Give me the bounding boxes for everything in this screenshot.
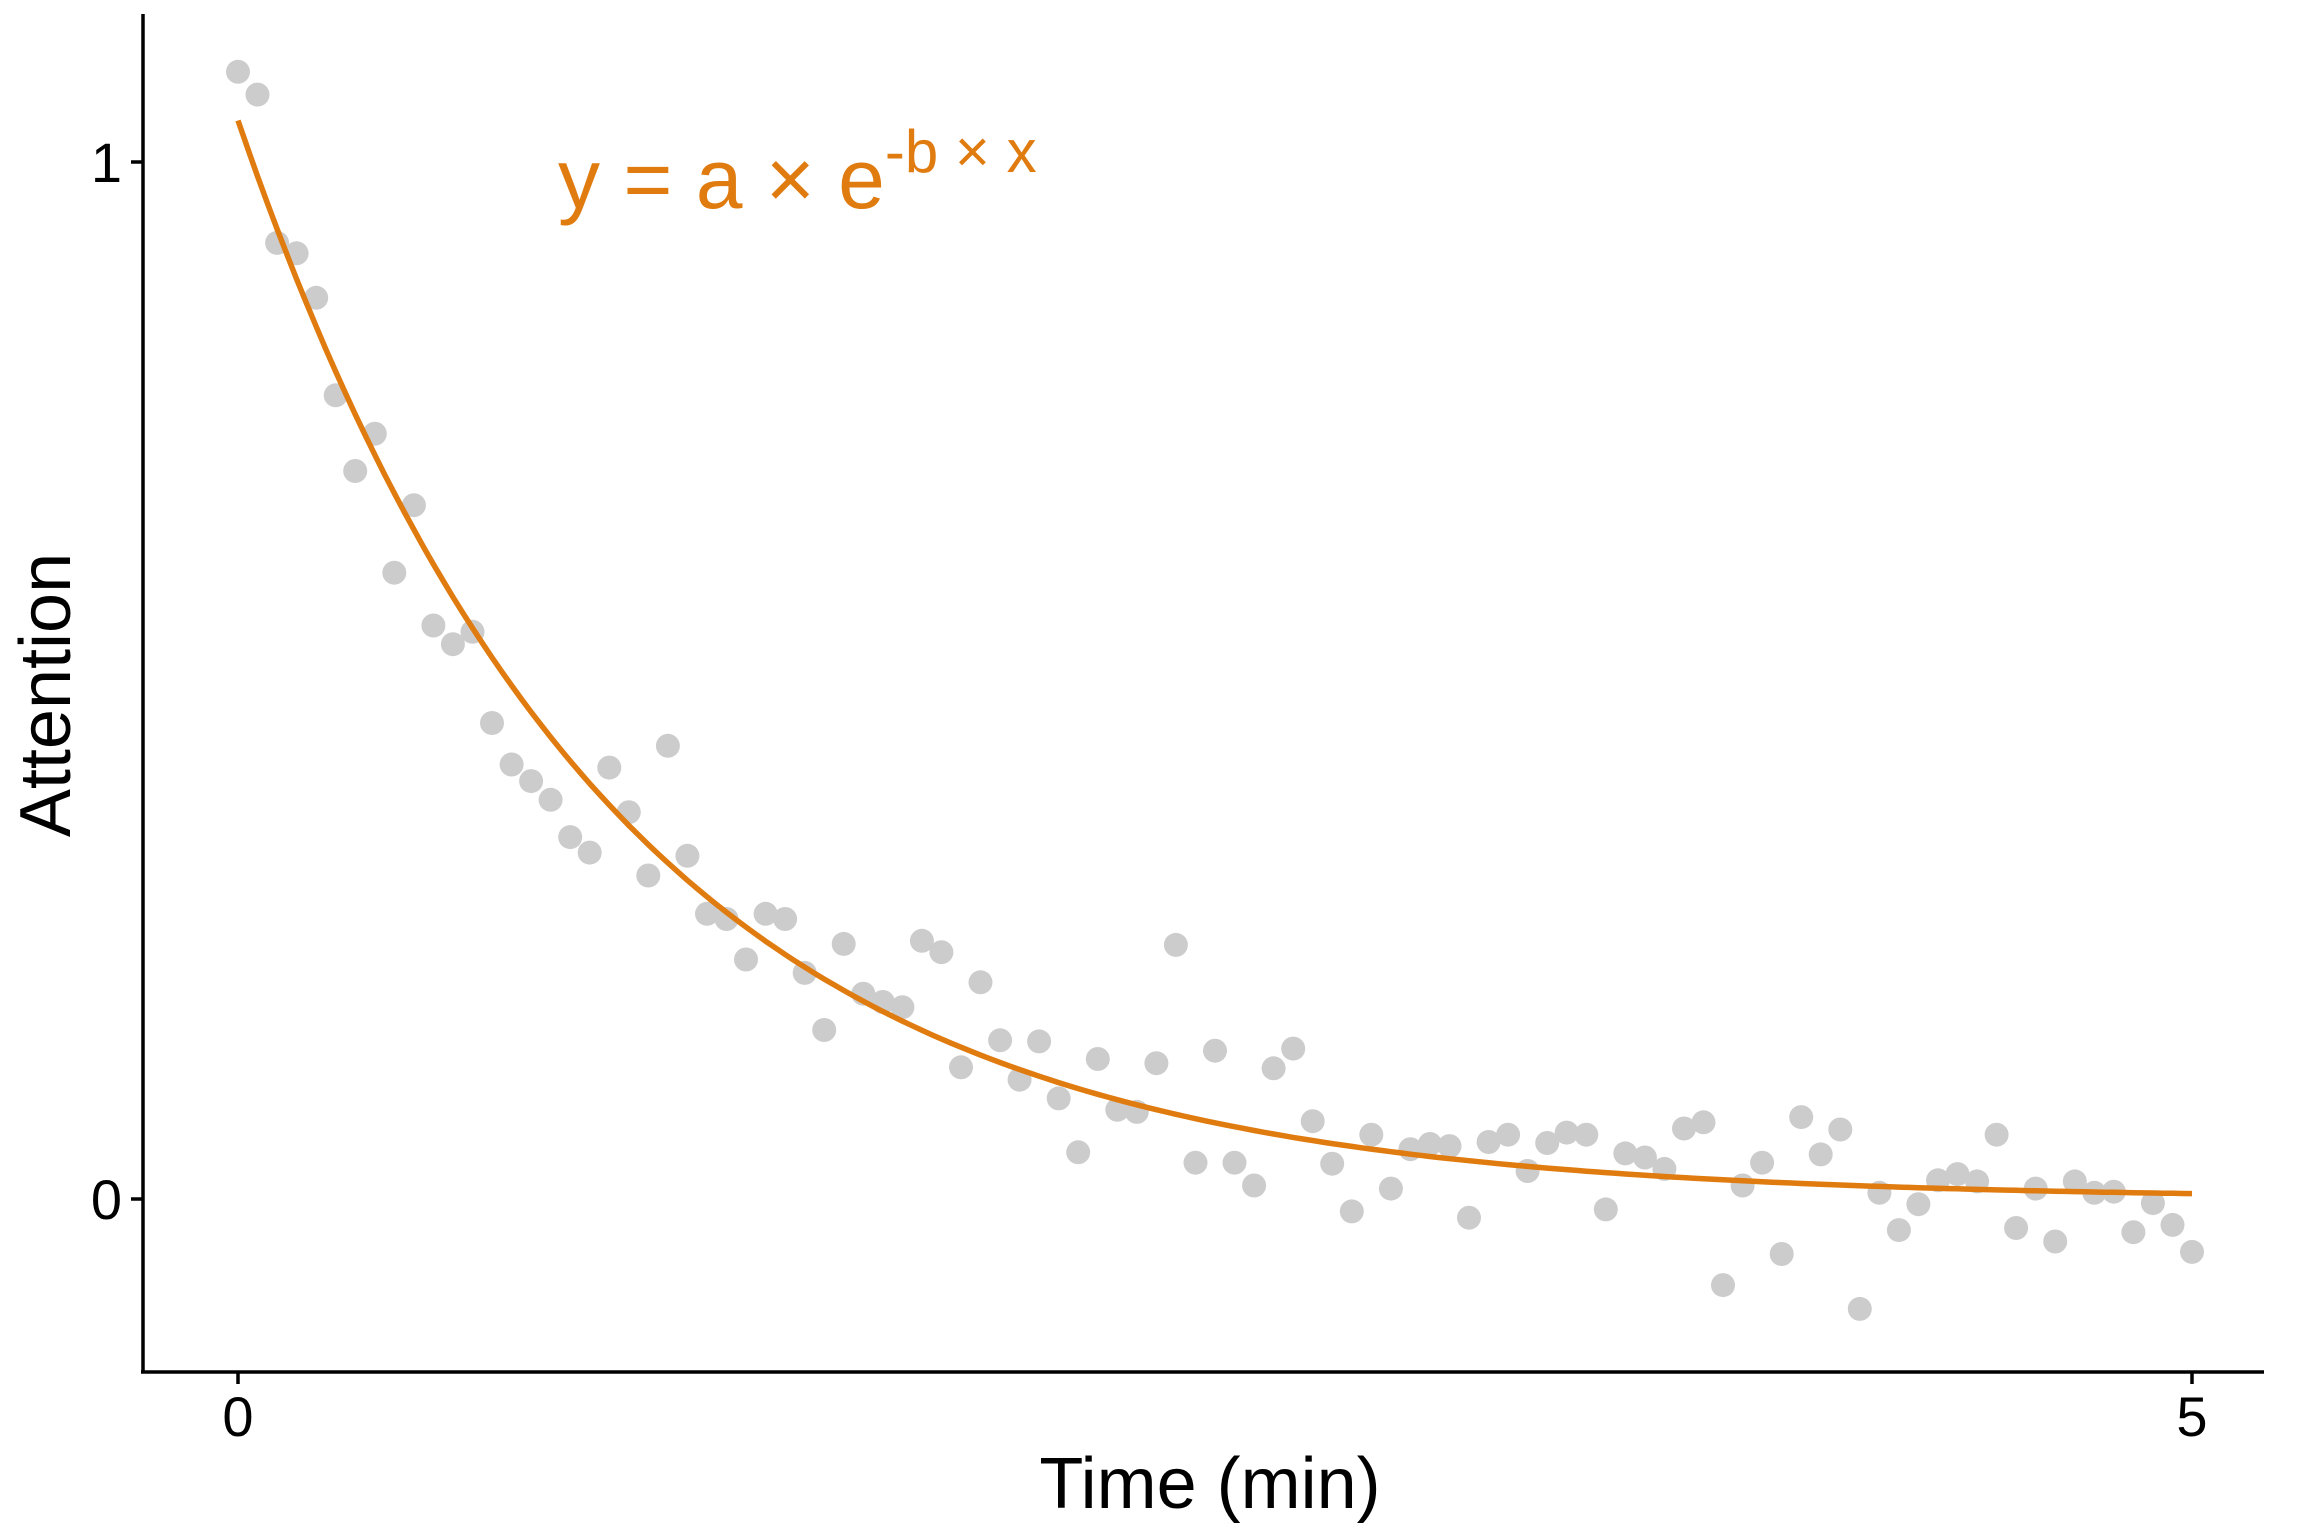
data-point (1886, 1218, 1911, 1243)
data-point (1789, 1105, 1814, 1130)
y-ticks: 01 (91, 131, 143, 1231)
data-point (831, 931, 856, 956)
data-point (949, 1055, 973, 1080)
data-point (2004, 1216, 2029, 1240)
data-point (421, 613, 446, 638)
data-point (988, 1028, 1013, 1053)
data-point (1711, 1273, 1735, 1298)
data-point (1847, 1296, 1872, 1321)
data-point (890, 995, 915, 1020)
data-point (245, 82, 270, 107)
equation-base: y = a × e (558, 132, 885, 226)
equation-superscript: -b × x (885, 118, 1037, 185)
data-point (499, 752, 524, 777)
data-point (1085, 1047, 1110, 1071)
data-point (1574, 1122, 1599, 1147)
data-point (1906, 1192, 1931, 1217)
data-point (1632, 1145, 1657, 1170)
data-point (695, 901, 719, 926)
data-point (1750, 1150, 1775, 1175)
data-point (1828, 1117, 1853, 1142)
data-point (1535, 1131, 1560, 1155)
data-point (1593, 1197, 1618, 1222)
data-point (1613, 1141, 1638, 1166)
data-point (675, 843, 700, 868)
data-point (909, 928, 934, 953)
data-point (1027, 1029, 1052, 1054)
data-point (1222, 1150, 1247, 1175)
data-point (1320, 1151, 1345, 1176)
data-point (1672, 1116, 1696, 1141)
data-point (1046, 1086, 1071, 1111)
data-point (1144, 1051, 1169, 1076)
data-point (382, 560, 407, 585)
data-point (655, 733, 680, 758)
data-point (1945, 1162, 1970, 1187)
data-point (1515, 1159, 1540, 1183)
data-point (2062, 1169, 2087, 1194)
data-point (226, 59, 250, 84)
data-point (1300, 1109, 1325, 1134)
data-point (1457, 1205, 1481, 1230)
data-point (1066, 1140, 1091, 1165)
x-tick-label: 0 (222, 1385, 253, 1448)
x-axis-title: Time (min) (1039, 1444, 1380, 1524)
data-point (792, 960, 817, 985)
equation-annotation: y = a × e-b × x (558, 118, 1037, 226)
data-point (753, 901, 778, 926)
data-point (577, 840, 602, 865)
data-point (1808, 1142, 1833, 1167)
data-point (1437, 1134, 1462, 1159)
data-point (2140, 1191, 2165, 1216)
data-point (2160, 1212, 2185, 1237)
y-tick-label: 1 (91, 131, 122, 194)
data-point (1339, 1199, 1364, 1224)
y-axis-title: Attention (6, 553, 86, 837)
data-point (773, 907, 798, 931)
fit-curve (235, 119, 2193, 1197)
data-point (538, 787, 563, 812)
data-point (734, 947, 758, 972)
data-point (714, 907, 739, 931)
data-point (1554, 1120, 1579, 1145)
data-point (1163, 932, 1188, 957)
data-point (1476, 1130, 1501, 1154)
x-tick-label: 5 (2176, 1385, 2207, 1448)
data-point (401, 493, 426, 518)
data-point (968, 970, 993, 995)
data-point (519, 769, 544, 794)
data-point (2121, 1220, 2146, 1245)
data-point (2180, 1239, 2204, 1264)
data-point (343, 459, 368, 483)
data-point (1417, 1132, 1442, 1156)
data-point (2043, 1229, 2068, 1254)
data-point (558, 825, 583, 850)
data-point (304, 285, 329, 310)
data-point (597, 755, 622, 780)
data-point (1691, 1110, 1716, 1135)
data-point (1281, 1036, 1306, 1061)
data-point (1203, 1038, 1227, 1063)
data-point (1359, 1122, 1384, 1147)
data-point (636, 863, 661, 888)
data-point (1378, 1176, 1403, 1201)
y-tick-label: 0 (91, 1168, 122, 1231)
data-point (929, 940, 954, 965)
data-point (1183, 1150, 1208, 1175)
data-point (480, 711, 504, 735)
data-point (440, 632, 465, 657)
data-point (1769, 1242, 1794, 1266)
data-point (1261, 1056, 1286, 1081)
data-point (1496, 1122, 1521, 1147)
data-point (1242, 1173, 1267, 1198)
data-point (1984, 1122, 2009, 1147)
data-point (812, 1018, 837, 1042)
data-points (226, 59, 2204, 1321)
data-point (1730, 1173, 1755, 1198)
